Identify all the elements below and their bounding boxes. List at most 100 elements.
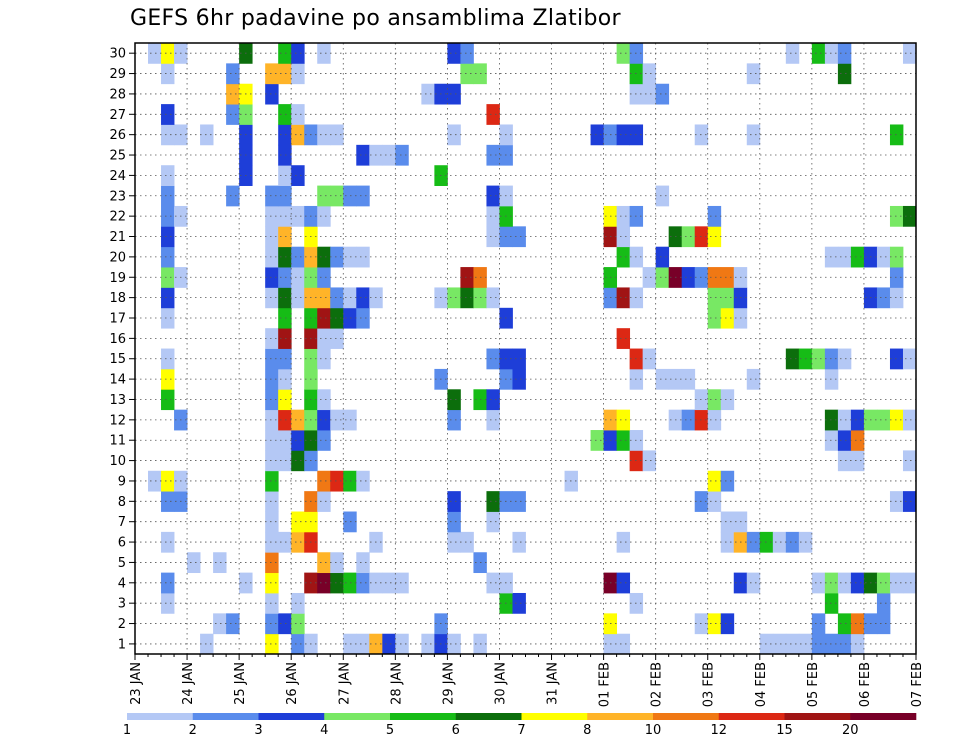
heatmap-cell bbox=[746, 124, 761, 146]
heatmap-cell bbox=[278, 124, 292, 146]
heatmap-cell bbox=[317, 307, 331, 329]
heatmap-cell bbox=[460, 531, 474, 553]
heatmap-cell bbox=[902, 205, 917, 227]
heatmap-cell bbox=[447, 43, 461, 64]
heatmap-cell bbox=[356, 287, 370, 309]
heatmap-cell bbox=[330, 246, 344, 268]
heatmap-cell bbox=[642, 450, 657, 472]
legend-swatch bbox=[127, 713, 194, 720]
y-tick-label: 24 bbox=[109, 169, 126, 184]
heatmap-cell bbox=[265, 83, 279, 105]
heatmap-cell bbox=[161, 389, 175, 411]
heatmap-cell bbox=[382, 633, 396, 655]
heatmap-cell bbox=[148, 470, 162, 492]
heatmap-cell bbox=[161, 43, 175, 64]
heatmap-cell bbox=[811, 633, 826, 655]
heatmap-cell bbox=[486, 185, 500, 207]
heatmap-cell bbox=[824, 368, 839, 390]
heatmap-cell bbox=[265, 511, 279, 533]
heatmap-cell bbox=[278, 430, 292, 451]
heatmap-cell bbox=[642, 267, 657, 288]
heatmap-cell bbox=[395, 633, 409, 655]
heatmap-cell bbox=[785, 43, 800, 64]
heatmap-cell bbox=[720, 267, 735, 288]
heatmap-cell bbox=[291, 592, 305, 614]
heatmap-cell bbox=[291, 124, 305, 146]
legend-label: 15 bbox=[776, 723, 793, 738]
heatmap-cell bbox=[837, 450, 852, 472]
heatmap-cell bbox=[291, 511, 305, 533]
heatmap-cell bbox=[265, 633, 279, 655]
heatmap-cell bbox=[278, 368, 292, 390]
heatmap-cell bbox=[265, 592, 279, 614]
heatmap-cell bbox=[161, 124, 175, 146]
heatmap-cell bbox=[161, 63, 175, 85]
y-tick-label: 8 bbox=[118, 495, 126, 510]
heatmap-cell bbox=[291, 205, 305, 227]
heatmap-cell bbox=[486, 348, 500, 370]
x-tick-label: 24 JAN bbox=[181, 662, 196, 705]
heatmap-cell bbox=[265, 246, 279, 268]
heatmap-cell bbox=[317, 430, 331, 451]
heatmap-cell bbox=[291, 43, 305, 64]
heatmap-cell bbox=[850, 613, 865, 635]
heatmap-cell bbox=[486, 104, 500, 125]
heatmap-cell bbox=[512, 531, 526, 553]
heatmap-cell bbox=[811, 613, 826, 635]
heatmap-cell bbox=[616, 430, 631, 451]
heatmap-cell bbox=[265, 531, 279, 553]
heatmap-cell bbox=[265, 572, 279, 594]
heatmap-cell bbox=[785, 348, 800, 370]
heatmap-cell bbox=[486, 287, 500, 309]
legend-swatch bbox=[455, 713, 522, 720]
heatmap-cell bbox=[850, 409, 865, 431]
y-tick-label: 1 bbox=[118, 637, 126, 652]
heatmap-cell bbox=[447, 491, 461, 512]
heatmap-cell bbox=[291, 613, 305, 635]
heatmap-cell bbox=[317, 470, 331, 492]
legend-label: 1 bbox=[123, 723, 131, 738]
heatmap-cell bbox=[616, 328, 631, 349]
legend-label: 4 bbox=[320, 723, 328, 738]
heatmap-cell bbox=[395, 144, 409, 166]
heatmap-cell bbox=[161, 307, 175, 329]
legend-label: 7 bbox=[517, 723, 525, 738]
y-tick-label: 27 bbox=[109, 108, 126, 123]
y-tick-label: 12 bbox=[109, 413, 126, 428]
heatmap-cell bbox=[447, 287, 461, 309]
heatmap-cell bbox=[161, 592, 175, 614]
heatmap-cell bbox=[161, 226, 175, 248]
heatmap-cell bbox=[317, 409, 331, 431]
heatmap-cell bbox=[707, 389, 722, 411]
x-tick-label: 05 FEB bbox=[806, 662, 821, 707]
heatmap-cell bbox=[655, 267, 670, 288]
heatmap-cell bbox=[343, 185, 357, 207]
heatmap-cell bbox=[811, 572, 826, 594]
heatmap-cell bbox=[330, 307, 344, 329]
heatmap-cell bbox=[265, 328, 279, 349]
heatmap-cell bbox=[265, 389, 279, 411]
heatmap-cell bbox=[343, 470, 357, 492]
heatmap-cell bbox=[278, 389, 292, 411]
heatmap-cell bbox=[291, 246, 305, 268]
heatmap-cell bbox=[707, 491, 722, 512]
heatmap-cell bbox=[746, 63, 761, 85]
y-tick-label: 11 bbox=[109, 434, 126, 449]
heatmap-cell bbox=[343, 572, 357, 594]
heatmap-cell bbox=[850, 450, 865, 472]
heatmap-cell bbox=[486, 205, 500, 227]
heatmap-cell bbox=[343, 307, 357, 329]
heatmap-cell bbox=[590, 430, 604, 451]
heatmap-cell bbox=[486, 511, 500, 533]
x-axis: 23 JAN 24 JAN 25 JAN 26 JAN 27 JAN 28 JAN 29 J… bbox=[129, 654, 925, 707]
heatmap-cell bbox=[850, 246, 865, 268]
heatmap-cell bbox=[616, 531, 631, 553]
heatmap-cell bbox=[876, 592, 891, 614]
heatmap-cell bbox=[278, 43, 292, 64]
heatmap-cell bbox=[265, 185, 279, 207]
heatmap-cell bbox=[486, 409, 500, 431]
heatmap-cell bbox=[278, 328, 292, 349]
heatmap-cell bbox=[824, 43, 839, 64]
heatmap-cell bbox=[655, 368, 670, 390]
heatmap-cell bbox=[837, 63, 852, 85]
